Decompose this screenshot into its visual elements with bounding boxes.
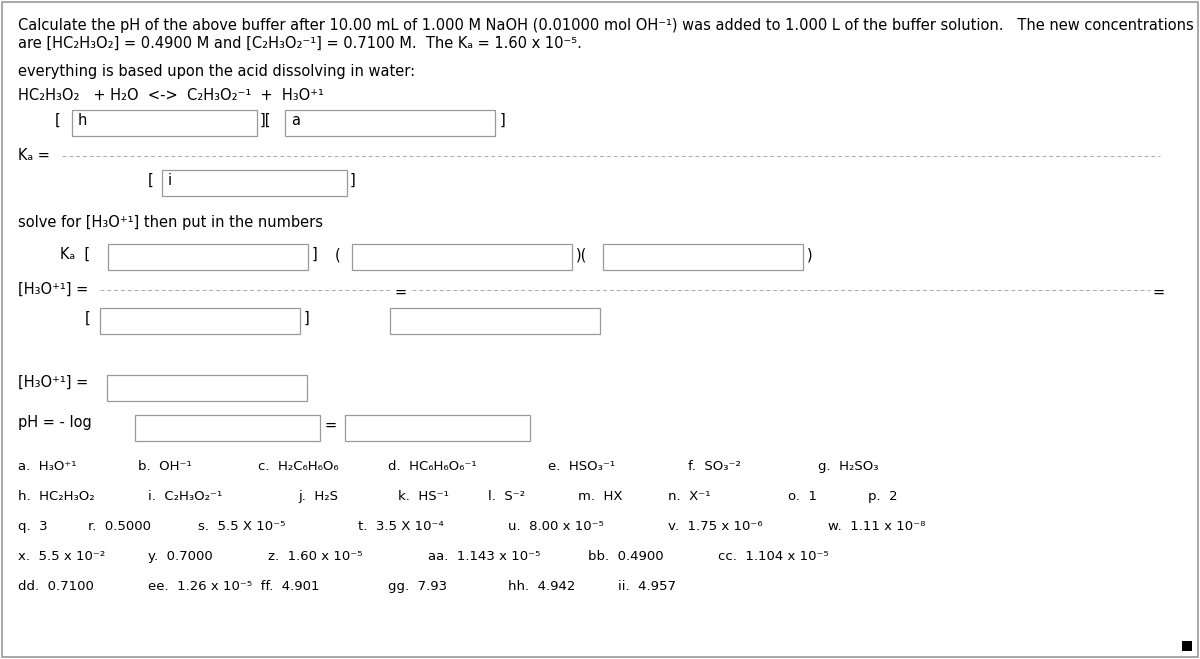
Text: Kₐ  [: Kₐ [: [60, 247, 90, 262]
Text: pH = - log: pH = - log: [18, 415, 91, 430]
Text: =: =: [394, 285, 406, 300]
Text: a: a: [292, 113, 300, 128]
Text: ii.  4.957: ii. 4.957: [618, 580, 676, 593]
Text: Kₐ =: Kₐ =: [18, 148, 50, 163]
Text: everything is based upon the acid dissolving in water:: everything is based upon the acid dissol…: [18, 64, 415, 79]
Text: t.  3.5 X 10⁻⁴: t. 3.5 X 10⁻⁴: [358, 520, 444, 533]
Text: [: [: [148, 173, 154, 188]
FancyBboxPatch shape: [107, 375, 307, 401]
Text: d.  HC₆H₆O₆⁻¹: d. HC₆H₆O₆⁻¹: [388, 460, 476, 473]
Text: =: =: [1153, 285, 1165, 300]
FancyBboxPatch shape: [346, 415, 530, 441]
Text: c.  H₂C₆H₆O₆: c. H₂C₆H₆O₆: [258, 460, 338, 473]
Text: w.  1.11 x 10⁻⁸: w. 1.11 x 10⁻⁸: [828, 520, 925, 533]
Text: ]: ]: [350, 173, 355, 188]
Text: o.  1: o. 1: [788, 490, 817, 503]
Text: e.  HSO₃⁻¹: e. HSO₃⁻¹: [548, 460, 616, 473]
Text: j.  H₂S: j. H₂S: [298, 490, 338, 503]
Text: ][: ][: [260, 113, 271, 128]
Text: [H₃O⁺¹] =: [H₃O⁺¹] =: [18, 375, 89, 390]
Text: h: h: [78, 113, 88, 128]
Text: l.  S⁻²: l. S⁻²: [488, 490, 526, 503]
FancyBboxPatch shape: [72, 110, 257, 136]
Text: =: =: [325, 418, 337, 433]
FancyBboxPatch shape: [1182, 641, 1192, 651]
Text: (: (: [335, 247, 341, 262]
Text: r.  0.5000: r. 0.5000: [88, 520, 151, 533]
Text: dd.  0.7100: dd. 0.7100: [18, 580, 94, 593]
Text: aa.  1.143 x 10⁻⁵: aa. 1.143 x 10⁻⁵: [428, 550, 540, 563]
Text: v.  1.75 x 10⁻⁶: v. 1.75 x 10⁻⁶: [668, 520, 763, 533]
Text: z.  1.60 x 10⁻⁵: z. 1.60 x 10⁻⁵: [268, 550, 362, 563]
FancyBboxPatch shape: [134, 415, 320, 441]
Text: u.  8.00 x 10⁻⁵: u. 8.00 x 10⁻⁵: [508, 520, 604, 533]
Text: ]: ]: [312, 247, 318, 262]
FancyBboxPatch shape: [100, 308, 300, 334]
Text: [: [: [85, 311, 91, 326]
Text: g.  H₂SO₃: g. H₂SO₃: [818, 460, 878, 473]
Text: f.  SO₃⁻²: f. SO₃⁻²: [688, 460, 740, 473]
Text: [: [: [55, 113, 61, 128]
Text: i: i: [168, 173, 172, 188]
Text: ]: ]: [500, 113, 505, 128]
Text: [H₃O⁺¹] =: [H₃O⁺¹] =: [18, 282, 89, 297]
Text: k.  HS⁻¹: k. HS⁻¹: [398, 490, 449, 503]
Text: solve for [H₃O⁺¹] then put in the numbers: solve for [H₃O⁺¹] then put in the number…: [18, 215, 323, 230]
FancyBboxPatch shape: [286, 110, 496, 136]
Text: bb.  0.4900: bb. 0.4900: [588, 550, 664, 563]
Text: x.  5.5 x 10⁻²: x. 5.5 x 10⁻²: [18, 550, 106, 563]
Text: i.  C₂H₃O₂⁻¹: i. C₂H₃O₂⁻¹: [148, 490, 222, 503]
FancyBboxPatch shape: [162, 170, 347, 196]
Text: s.  5.5 X 10⁻⁵: s. 5.5 X 10⁻⁵: [198, 520, 286, 533]
Text: cc.  1.104 x 10⁻⁵: cc. 1.104 x 10⁻⁵: [718, 550, 829, 563]
FancyBboxPatch shape: [604, 244, 803, 270]
Text: ee.  1.26 x 10⁻⁵  ff.  4.901: ee. 1.26 x 10⁻⁵ ff. 4.901: [148, 580, 319, 593]
Text: y.  0.7000: y. 0.7000: [148, 550, 212, 563]
Text: n.  X⁻¹: n. X⁻¹: [668, 490, 710, 503]
Text: are [HC₂H₃O₂] = 0.4900 M and [C₂H₃O₂⁻¹] = 0.7100 M.  The Kₐ = 1.60 x 10⁻⁵.: are [HC₂H₃O₂] = 0.4900 M and [C₂H₃O₂⁻¹] …: [18, 36, 582, 51]
FancyBboxPatch shape: [390, 308, 600, 334]
Text: m.  HX: m. HX: [578, 490, 623, 503]
Text: Calculate the pH of the above buffer after 10.00 mL of 1.000 M NaOH (0.01000 mol: Calculate the pH of the above buffer aft…: [18, 18, 1194, 33]
Text: p.  2: p. 2: [868, 490, 898, 503]
Text: h.  HC₂H₃O₂: h. HC₂H₃O₂: [18, 490, 95, 503]
Text: a.  H₃O⁺¹: a. H₃O⁺¹: [18, 460, 77, 473]
Text: hh.  4.942: hh. 4.942: [508, 580, 575, 593]
Text: ): ): [808, 247, 812, 262]
Text: )(: )(: [576, 247, 587, 262]
Text: ]: ]: [304, 311, 310, 326]
FancyBboxPatch shape: [352, 244, 572, 270]
Text: HC₂H₃O₂   + H₂O  <->  C₂H₃O₂⁻¹  +  H₃O⁺¹: HC₂H₃O₂ + H₂O <-> C₂H₃O₂⁻¹ + H₃O⁺¹: [18, 88, 324, 103]
Text: q.  3: q. 3: [18, 520, 48, 533]
Text: gg.  7.93: gg. 7.93: [388, 580, 448, 593]
Text: b.  OH⁻¹: b. OH⁻¹: [138, 460, 192, 473]
FancyBboxPatch shape: [108, 244, 308, 270]
